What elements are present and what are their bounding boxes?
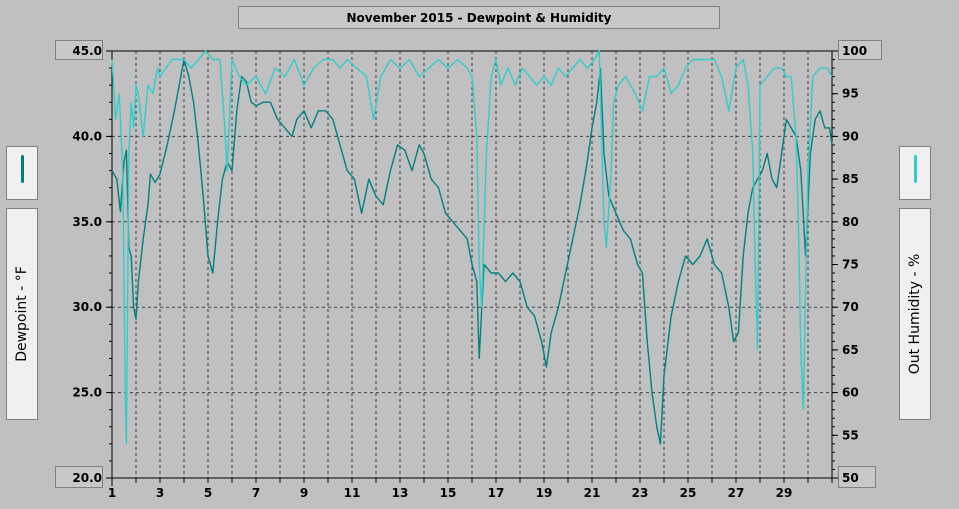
- y-left-min-box: [55, 466, 103, 488]
- x-tick-label: 19: [536, 486, 553, 500]
- y-right-tick-label: 75: [842, 258, 859, 272]
- y-left-tick-label: 25.0: [72, 386, 102, 400]
- y-right-tick-label: 55: [842, 428, 859, 442]
- y-right-min-box: [838, 466, 876, 488]
- y-right-tick-label: 90: [842, 129, 859, 143]
- y-right-tick-label: 70: [842, 300, 859, 314]
- y-right-tick-label: 50: [842, 471, 859, 485]
- y-left-label-panel: Dewpoint - °F: [6, 208, 38, 420]
- x-tick-label: 5: [204, 486, 212, 500]
- dewpoint-line-icon: [21, 155, 24, 183]
- y-left-max-box: [55, 40, 103, 60]
- y-right-tick-label: 80: [842, 215, 859, 229]
- y-right-label-panel: Out Humidity - %: [899, 208, 931, 420]
- x-tick-label: 11: [344, 486, 361, 500]
- x-tick-label: 3: [156, 486, 164, 500]
- x-tick-label: 15: [440, 486, 457, 500]
- x-tick-label: 17: [488, 486, 505, 500]
- y-left-tick-label: 20.0: [72, 471, 102, 485]
- y-left-tick-label: 30.0: [72, 300, 102, 314]
- x-tick-label: 29: [776, 486, 793, 500]
- y-right-tick-label: 60: [842, 386, 859, 400]
- x-tick-label: 1: [108, 486, 116, 500]
- series-line-out-humidity: [111, 50, 833, 445]
- x-tick-label: 9: [300, 486, 308, 500]
- legend-humidity[interactable]: [899, 146, 931, 200]
- x-tick-label: 23: [632, 486, 649, 500]
- y-right-tick-label: 95: [842, 87, 859, 101]
- y-right-tick-label: 85: [842, 172, 859, 186]
- x-tick-label: 27: [728, 486, 745, 500]
- y-right-tick-label: 100: [842, 44, 867, 58]
- x-tick-label: 7: [252, 486, 260, 500]
- y-left-tick-label: 40.0: [72, 129, 102, 143]
- series-line-dewpoint: [111, 58, 833, 445]
- y-left-tick-label: 45.0: [72, 44, 102, 58]
- x-tick-label: 13: [392, 486, 409, 500]
- chart-title: November 2015 - Dewpoint & Humidity: [238, 6, 720, 29]
- x-tick-label: 21: [584, 486, 601, 500]
- legend-dewpoint[interactable]: [6, 146, 38, 200]
- y-right-tick-label: 65: [842, 343, 859, 357]
- humidity-line-icon: [914, 155, 917, 183]
- y-left-tick-label: 35.0: [72, 215, 102, 229]
- x-tick-label: 25: [680, 486, 697, 500]
- y-right-max-box: [838, 40, 882, 60]
